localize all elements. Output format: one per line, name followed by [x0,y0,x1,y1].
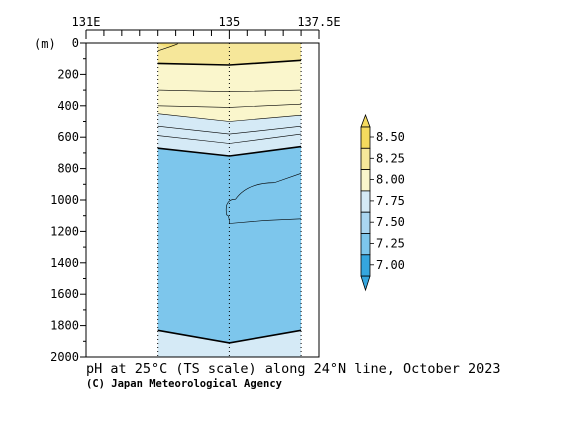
colorbar: 8.50 8.25 8.00 7.75 7.50 7.25 7.00 [360,113,405,292]
contour-surface [157,43,178,52]
x-tick-label-1: 135 [219,15,241,29]
y-tick-label-2: 400 [57,99,79,113]
contour-9 [157,329,302,344]
contour-3 [157,113,302,122]
x-tick-label-0: 131E [72,15,101,29]
contour-7 [225,173,302,224]
y-tick-label-5: 1000 [50,193,79,207]
contour-8 [229,218,302,224]
contour-4 [157,125,302,135]
colorbar-segment-5 [360,233,371,256]
x-axis: 131E 135 137.5E [72,15,341,39]
colorbar-label-6: 7.00 [376,258,405,272]
y-axis-unit: (m) [34,37,56,51]
chart-credit: (C) Japan Meteorological Agency [86,378,283,390]
colorbar-label-5: 7.25 [376,237,405,251]
colorbar-label-0: 8.50 [376,130,405,144]
y-tick-label-4: 800 [57,162,79,176]
colorbar-label-4: 7.50 [376,215,405,229]
colorbar-segment-0 [360,126,371,149]
colorbar-label-2: 8.00 [376,173,405,187]
y-tick-label-7: 1400 [50,256,79,270]
surface-pocket [157,43,178,48]
y-tick-label-9: 1800 [50,319,79,333]
contour-fill-bands [157,43,302,357]
band-7-75 [157,113,302,156]
band-7-25 [157,146,302,343]
y-tick-label-3: 600 [57,130,79,144]
contour-0 [157,59,302,66]
colorbar-segment-4 [360,211,371,234]
colorbar-label-3: 7.75 [376,194,405,208]
band-8-25 [157,43,302,65]
colorbar-segment-3 [360,190,371,213]
contour-lines [157,43,302,344]
y-axis: 0 200 400 600 800 1000 1200 1400 1600 1800 2000 [50,36,86,364]
colorbar-segment-2 [360,169,371,192]
colorbar-label-1: 8.25 [376,151,405,165]
y-tick-label-10: 2000 [50,350,79,364]
y-tick-label-0: 0 [72,36,79,50]
colorbar-bottom-arrow [360,275,371,292]
colorbar-segment-6 [360,254,371,277]
band-8-00 [157,60,302,122]
chart-title: pH at 25°C (TS scale) along 24°N line, O… [86,361,501,377]
y-tick-label-1: 200 [57,67,79,81]
y-tick-label-8: 1600 [50,287,79,301]
x-tick-label-2: 137.5E [297,15,340,29]
colorbar-segment-1 [360,147,371,171]
y-tick-label-6: 1200 [50,224,79,238]
station-lines [157,43,302,357]
colorbar-top-arrow [360,113,371,128]
